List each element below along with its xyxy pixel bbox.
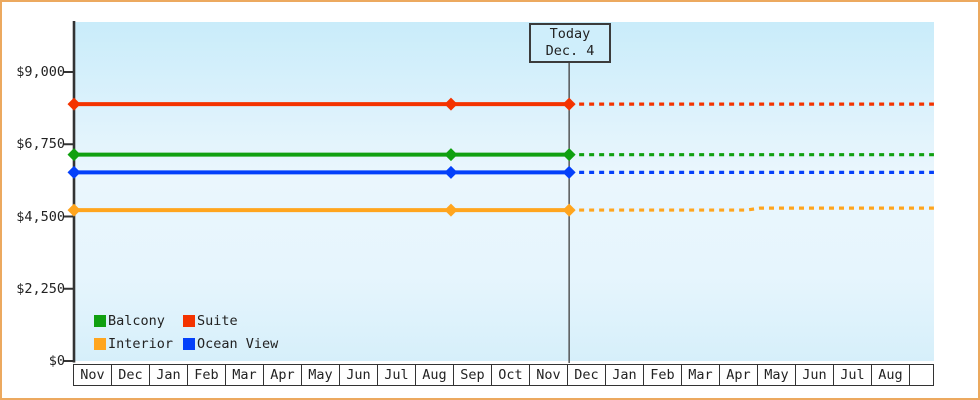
ocean-view-color-swatch — [183, 338, 195, 350]
month-cell: Jan — [150, 365, 188, 385]
legend-item-ocean-view: Ocean View — [183, 336, 278, 352]
legend-label: Ocean View — [197, 336, 279, 352]
month-cell: Aug — [872, 365, 910, 385]
data-point-diamond — [562, 97, 576, 111]
month-cell: Nov — [530, 365, 568, 385]
x-axis-month-row: Nov Dec Jan Feb Mar Apr May Jun Jul Aug Sep Oct Nov D… — [73, 364, 934, 386]
data-point-diamond — [67, 148, 81, 162]
month-cell: Jan — [606, 365, 644, 385]
month-cell-filler — [910, 365, 933, 385]
y-axis-label: $2,250 — [16, 280, 65, 297]
month-cell: May — [302, 365, 340, 385]
interior-color-swatch — [94, 338, 106, 350]
y-axis-label: $0 — [48, 353, 65, 369]
plot-background — [75, 22, 934, 361]
month-cell: May — [758, 365, 796, 385]
data-point-diamond — [67, 165, 81, 179]
chart-legend: Balcony Suite Interior Ocean View — [94, 313, 278, 352]
month-cell: Jul — [834, 365, 872, 385]
y-axis-label: $6,750 — [16, 136, 65, 153]
month-cell: Feb — [644, 365, 682, 385]
data-point-diamond — [562, 203, 576, 217]
legend-item-suite: Suite — [183, 313, 278, 329]
month-cell: Mar — [682, 365, 720, 385]
legend-item-balcony: Balcony — [94, 313, 183, 329]
legend-label: Suite — [197, 313, 238, 329]
forecast-line-interior — [569, 206, 934, 212]
month-cell: Dec — [568, 365, 606, 385]
month-cell: Jun — [340, 365, 378, 385]
month-cell: Jun — [796, 365, 834, 385]
today-date: Dec. 4 — [545, 43, 595, 59]
month-cell: Jul — [378, 365, 416, 385]
legend-item-interior: Interior — [94, 336, 183, 352]
data-point-diamond — [444, 97, 458, 111]
month-cell: Oct — [492, 365, 530, 385]
y-axis-label: $9,000 — [16, 64, 65, 80]
today-label: Today — [549, 26, 591, 42]
data-point-diamond — [67, 203, 81, 217]
data-point-diamond — [444, 165, 458, 179]
data-point-diamond — [444, 203, 458, 217]
data-point-diamond — [444, 148, 458, 162]
month-cell: Aug — [416, 365, 454, 385]
data-point-diamond — [67, 97, 81, 111]
month-cell: Feb — [188, 365, 226, 385]
suite-color-swatch — [183, 315, 195, 327]
legend-label: Interior — [108, 336, 174, 352]
month-cell: Sep — [454, 365, 492, 385]
month-cell: Dec — [112, 365, 150, 385]
y-axis-label: $4,500 — [16, 208, 65, 225]
legend-label: Balcony — [108, 313, 165, 329]
month-cell: Nov — [74, 365, 112, 385]
today-marker-box: Today Dec. 4 — [529, 23, 611, 63]
balcony-color-swatch — [94, 315, 106, 327]
month-cell: Mar — [226, 365, 264, 385]
data-point-diamond — [562, 148, 576, 162]
data-point-diamond — [562, 165, 576, 179]
month-cell: Apr — [720, 365, 758, 385]
month-cell: Apr — [264, 365, 302, 385]
